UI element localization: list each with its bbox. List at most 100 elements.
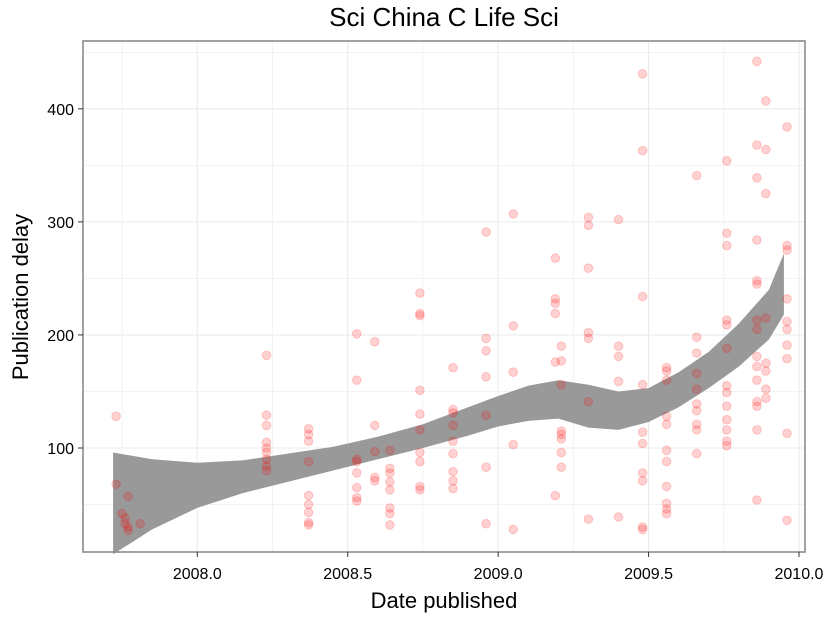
- data-point: [752, 396, 762, 407]
- data-point: [691, 368, 702, 379]
- data-point: [613, 376, 624, 387]
- data-point: [111, 479, 121, 490]
- data-point: [761, 384, 771, 395]
- data-point: [123, 491, 133, 502]
- data-point: [661, 504, 672, 514]
- data-point: [352, 492, 362, 503]
- data-point: [637, 524, 648, 535]
- data-points: [111, 56, 792, 536]
- data-point: [303, 507, 314, 518]
- data-point: [261, 410, 272, 421]
- data-point: [303, 436, 314, 447]
- data-point: [691, 348, 702, 358]
- data-point: [613, 214, 624, 225]
- data-point: [352, 454, 362, 465]
- data-point: [303, 424, 314, 434]
- data-point: [691, 448, 702, 459]
- chart-title: Sci China C Life Sci: [329, 2, 559, 32]
- data-point: [691, 419, 702, 430]
- data-point: [508, 209, 519, 219]
- data-point: [761, 313, 771, 323]
- data-point: [761, 188, 771, 199]
- data-point: [303, 517, 314, 528]
- x-tick-label: 2009.0: [474, 566, 523, 583]
- data-point: [613, 351, 624, 362]
- data-point: [448, 420, 458, 431]
- data-point: [481, 462, 491, 473]
- data-point: [448, 483, 458, 494]
- data-point: [782, 316, 792, 327]
- data-point: [583, 333, 594, 344]
- data-point: [261, 454, 272, 465]
- data-point: [120, 518, 130, 529]
- y-axis-ticks: 100 200 300 400: [47, 102, 83, 458]
- data-point: [370, 476, 380, 486]
- data-point: [352, 375, 362, 386]
- data-point: [637, 468, 648, 478]
- data-point: [722, 240, 732, 251]
- x-axis-ticks: 2008.0 2008.5 2009.0 2009.5 2010.0: [173, 552, 824, 583]
- data-point: [481, 346, 491, 356]
- data-point: [508, 367, 519, 378]
- data-point: [415, 409, 425, 419]
- data-point: [448, 466, 458, 477]
- data-point: [782, 122, 792, 132]
- data-point: [752, 361, 762, 372]
- data-point: [415, 425, 425, 435]
- data-point: [508, 524, 519, 535]
- data-point: [613, 341, 624, 352]
- data-point: [135, 518, 145, 529]
- data-point: [722, 387, 732, 398]
- data-point: [303, 456, 314, 467]
- data-point: [661, 481, 672, 492]
- data-point: [661, 456, 672, 467]
- data-point: [303, 429, 314, 440]
- data-point: [782, 353, 792, 364]
- data-point: [385, 445, 395, 456]
- data-point: [691, 332, 702, 343]
- data-point: [637, 69, 648, 79]
- data-point: [550, 294, 561, 304]
- data-point: [782, 245, 792, 255]
- data-point: [261, 447, 272, 458]
- data-point: [637, 379, 648, 390]
- data-point: [761, 358, 771, 369]
- data-point: [448, 404, 458, 415]
- data-point: [448, 448, 458, 459]
- data-point: [415, 447, 425, 458]
- data-point: [583, 212, 594, 223]
- data-point: [556, 434, 567, 444]
- data-point: [782, 324, 792, 335]
- data-point: [370, 420, 380, 431]
- data-point: [481, 518, 491, 529]
- data-point: [550, 308, 561, 319]
- data-point: [661, 362, 672, 373]
- y-tick-label: 100: [47, 441, 74, 458]
- data-point: [550, 490, 561, 501]
- data-point: [782, 240, 792, 251]
- data-point: [556, 426, 567, 436]
- data-point: [117, 508, 127, 519]
- data-point: [261, 420, 272, 431]
- confidence-ribbon: [113, 253, 784, 555]
- data-point: [261, 465, 272, 476]
- data-point: [352, 482, 362, 493]
- data-point: [661, 508, 672, 519]
- data-point: [722, 343, 732, 354]
- x-tick-label: 2010.0: [775, 566, 824, 583]
- data-point: [691, 399, 702, 409]
- data-point: [352, 496, 362, 506]
- data-point: [722, 381, 732, 391]
- data-point: [752, 235, 762, 245]
- data-point: [120, 513, 130, 523]
- data-point: [415, 308, 425, 319]
- data-point: [550, 298, 561, 309]
- data-point: [637, 427, 648, 438]
- data-point: [303, 499, 314, 510]
- data-point: [761, 144, 771, 155]
- data-point: [661, 445, 672, 456]
- data-point: [481, 372, 491, 382]
- data-point: [752, 425, 762, 435]
- data-point: [722, 414, 732, 425]
